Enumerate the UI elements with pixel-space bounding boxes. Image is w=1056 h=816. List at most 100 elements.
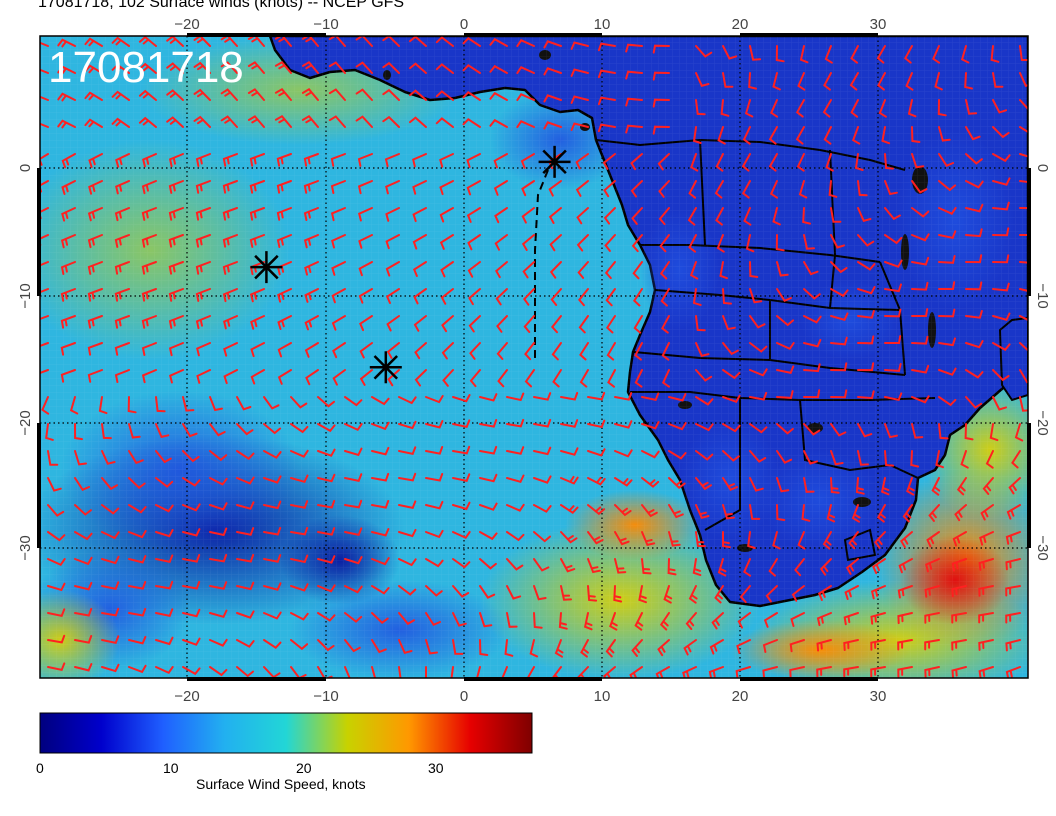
wind-barb xyxy=(749,288,763,304)
wind-barb xyxy=(911,126,921,143)
wind-barb xyxy=(385,207,400,222)
wind-barb xyxy=(344,447,363,457)
wind-barb xyxy=(40,261,49,273)
wind-barb xyxy=(550,288,562,306)
wind-barb xyxy=(222,207,238,221)
wind-barb xyxy=(371,500,390,509)
wind-barb xyxy=(385,288,400,304)
wind-barb xyxy=(382,88,400,101)
wind-barb xyxy=(803,423,821,436)
wind-barb xyxy=(1005,585,1021,597)
wind-barb xyxy=(344,527,363,537)
wind-barb xyxy=(128,504,147,514)
wind-barb xyxy=(708,666,724,678)
wind-barb xyxy=(74,607,93,617)
wind-barb xyxy=(560,558,576,573)
wind-barb xyxy=(330,153,346,167)
wind-barb xyxy=(1008,477,1021,495)
marker-2 xyxy=(250,251,283,284)
wind-barb xyxy=(911,281,929,291)
wind-barb xyxy=(247,88,265,101)
wind-barb xyxy=(290,500,309,509)
wind-barb xyxy=(857,234,875,247)
wind-barb xyxy=(776,504,786,521)
wind-barb xyxy=(317,396,335,408)
wind-barb xyxy=(274,115,292,128)
wind-barb xyxy=(166,116,184,128)
wind-barb xyxy=(826,504,836,523)
wind-barb xyxy=(236,501,255,510)
wind-barb xyxy=(128,555,147,564)
wind-barb xyxy=(495,261,508,279)
wind-barb xyxy=(263,500,282,510)
wind-barb xyxy=(276,207,292,221)
wind-barb xyxy=(907,99,917,118)
wind-barb xyxy=(965,153,983,165)
wind-barb xyxy=(1019,180,1028,183)
wind-barb xyxy=(992,99,1008,114)
wind-barb xyxy=(40,41,49,47)
wind-barb xyxy=(359,315,373,332)
lon-tick-top: 10 xyxy=(594,16,611,33)
wind-barb xyxy=(249,153,265,167)
wind-barb xyxy=(872,558,886,575)
wind-barb xyxy=(749,368,768,377)
wind-barb xyxy=(1019,207,1028,210)
wind-barb xyxy=(101,477,118,491)
wind-barb xyxy=(355,115,373,128)
wind-barb xyxy=(357,180,373,195)
wind-barb xyxy=(695,315,706,332)
wind-barb xyxy=(992,227,1010,237)
wind-barb xyxy=(439,234,454,250)
wind-barb xyxy=(668,450,687,460)
wind-barb xyxy=(749,477,764,492)
wind-barb xyxy=(906,477,915,496)
wind-barb xyxy=(87,288,103,302)
wind-barb xyxy=(114,288,130,302)
wind-barb xyxy=(168,153,184,168)
wind-barb xyxy=(40,95,49,101)
wind-barb xyxy=(951,639,967,651)
markers xyxy=(250,145,571,384)
wind-barb xyxy=(523,315,535,333)
wind-barb xyxy=(371,585,390,595)
wind-barb xyxy=(638,585,647,604)
wind-barb xyxy=(692,126,702,144)
wind-barb xyxy=(301,88,319,101)
wind-barb xyxy=(934,72,943,91)
wind-barb xyxy=(688,180,697,199)
wind-barb xyxy=(570,68,589,77)
wind-barb xyxy=(938,153,955,167)
wind-barb xyxy=(741,180,751,199)
wind-barb xyxy=(506,503,525,512)
wind-barb xyxy=(476,666,481,678)
wind-barb xyxy=(209,553,228,563)
wind-barb xyxy=(74,504,92,516)
wind-barb xyxy=(209,450,228,462)
wind-barb xyxy=(47,662,66,672)
wind-barb xyxy=(87,369,103,383)
wind-barb xyxy=(409,89,427,101)
wind-barb xyxy=(317,499,336,509)
wind-barb xyxy=(570,122,589,131)
wind-barb xyxy=(798,180,808,199)
wind-barb xyxy=(911,153,925,169)
wind-barb xyxy=(398,528,417,538)
wind-barb xyxy=(768,558,778,577)
wind-barb xyxy=(385,234,400,250)
wind-barb xyxy=(290,396,308,409)
wind-barb xyxy=(155,396,166,413)
wind-barb xyxy=(667,558,677,576)
wind-barb xyxy=(303,207,319,221)
wind-barb xyxy=(479,531,498,541)
wind-barb xyxy=(978,612,994,624)
wind-barb xyxy=(479,639,489,656)
wind-barb xyxy=(193,36,211,47)
wind-barb xyxy=(714,180,724,199)
wind-barb xyxy=(236,450,255,460)
wind-barb xyxy=(749,45,762,61)
wind-barb xyxy=(141,261,157,275)
wind-barb xyxy=(141,207,157,221)
wind-barb xyxy=(425,585,443,597)
wind-barb xyxy=(412,234,427,250)
